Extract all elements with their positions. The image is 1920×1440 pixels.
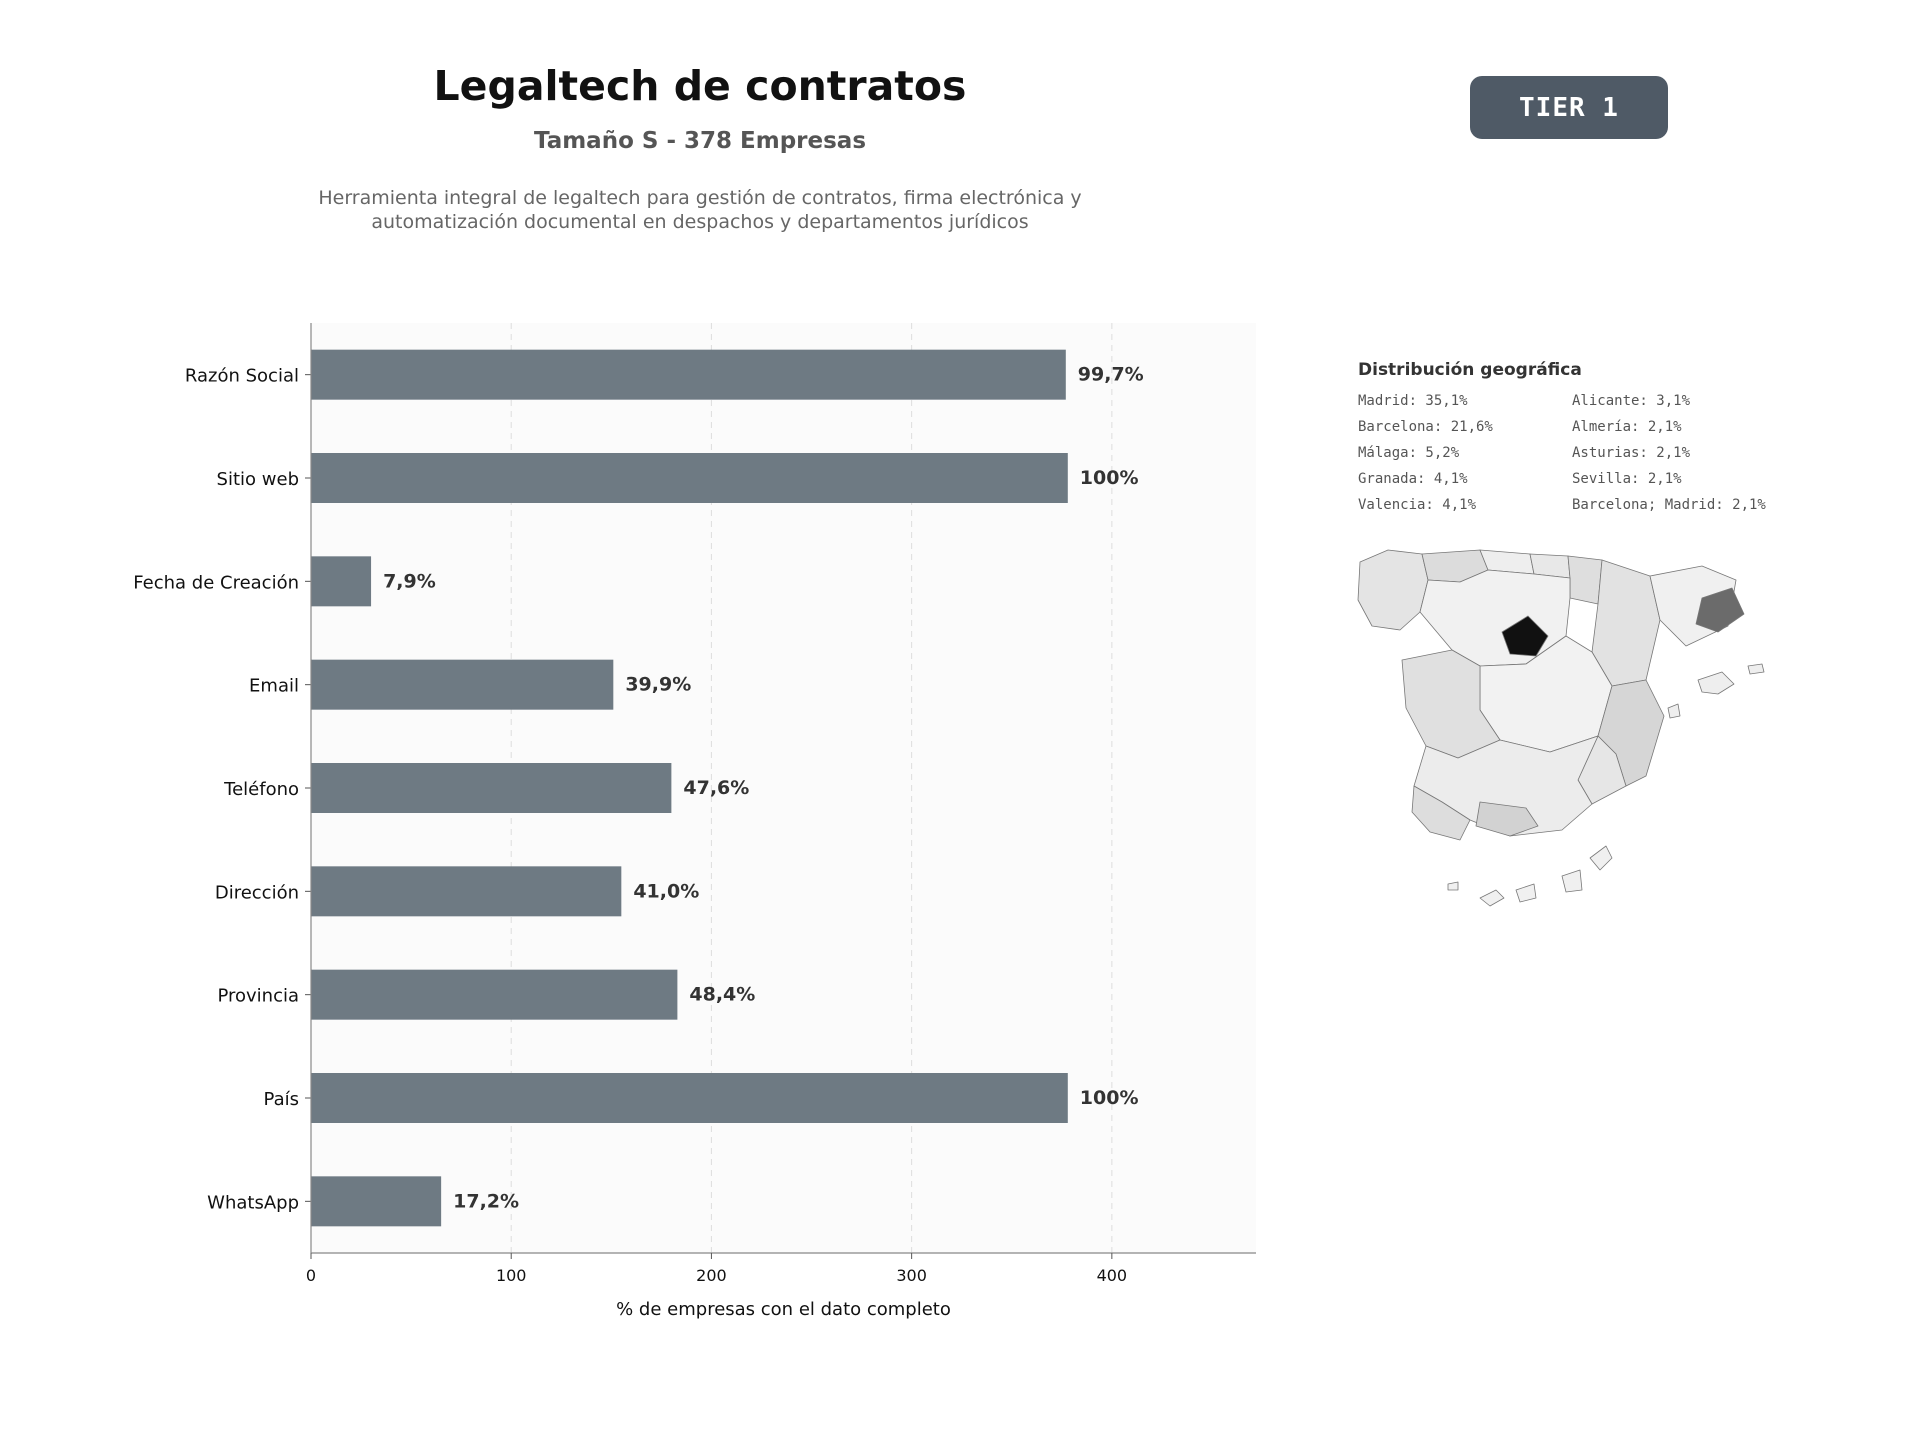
tier-badge: TIER 1 <box>1470 76 1668 139</box>
data-label: 7,9% <box>383 570 436 592</box>
geo-item: Almería: 2,1% <box>1572 419 1682 435</box>
map-region-madrid <box>1501 615 1549 657</box>
bar-chart: 99,7% Razón Social 100% Sitio web 7,9% Fecha … <box>133 323 1256 1320</box>
geo-item: Sevilla: 2,1% <box>1572 471 1682 487</box>
map-region-canarias-1 <box>1479 889 1505 907</box>
category-label: Dirección <box>215 882 299 903</box>
data-label: 17,2% <box>453 1190 519 1212</box>
bar <box>311 453 1068 503</box>
x-tick-label: 200 <box>696 1266 727 1285</box>
bar <box>311 969 678 1020</box>
data-label: 47,6% <box>683 777 749 799</box>
map-region-aragon <box>1591 559 1661 687</box>
category-label: Email <box>249 676 299 697</box>
bar <box>311 1176 442 1227</box>
data-label: 99,7% <box>1078 364 1144 386</box>
geo-distribution: Distribución geográfica Madrid: 35,1% Al… <box>1358 360 1812 515</box>
map-region-canarias-2 <box>1515 883 1537 903</box>
data-label: 48,4% <box>689 984 755 1006</box>
geo-item: Asturias: 2,1% <box>1572 445 1691 461</box>
bar <box>311 763 672 813</box>
spain-map <box>1357 549 1765 907</box>
geo-list: Madrid: 35,1% Alicante: 3,1% Barcelona: … <box>1358 392 1812 515</box>
geo-item: Alicante: 3,1% <box>1572 393 1691 409</box>
geo-item: Málaga: 5,2% <box>1358 445 1460 461</box>
map-region-barcelona <box>1695 587 1745 633</box>
geo-item: Granada: 4,1% <box>1358 471 1468 487</box>
geo-title: Distribución geográfica <box>1358 360 1582 380</box>
category-label: País <box>264 1089 299 1110</box>
map-region-mallorca <box>1697 671 1735 695</box>
map-region-canarias-3 <box>1561 869 1583 893</box>
category-label: Sitio web <box>217 469 299 490</box>
data-label: 39,9% <box>625 674 691 696</box>
bar <box>311 556 372 607</box>
geo-item: Barcelona: 21,6% <box>1358 419 1493 435</box>
map-region-canarias-5 <box>1589 845 1613 871</box>
category-label: Fecha de Creación <box>133 572 299 593</box>
bar <box>311 866 622 917</box>
geo-item: Valencia: 4,1% <box>1358 497 1477 513</box>
map-region-portugal-gap <box>1411 785 1471 841</box>
x-tick-label: 300 <box>896 1266 927 1285</box>
geo-item: Barcelona; Madrid: 2,1% <box>1572 497 1766 513</box>
category-label: Razón Social <box>185 366 299 387</box>
x-tick-label: 100 <box>496 1266 527 1285</box>
geo-item: Madrid: 35,1% <box>1358 393 1468 409</box>
data-label: 100% <box>1080 1087 1139 1109</box>
chart-title: Legaltech de contratos <box>433 62 967 110</box>
map-region-malaga <box>1475 801 1539 837</box>
map-region-navarra <box>1567 555 1603 605</box>
map-region-galicia <box>1357 549 1429 631</box>
bar <box>311 659 614 710</box>
map-region-ibiza <box>1667 703 1681 719</box>
category-label: Provincia <box>217 986 299 1007</box>
data-label: 100% <box>1080 467 1139 489</box>
category-label: Teléfono <box>223 779 299 800</box>
chart-description: Herramienta integral de legaltech para g… <box>318 187 1082 233</box>
map-region-canarias-4 <box>1447 881 1459 891</box>
chart-subtitle: Tamaño S - 378 Empresas <box>533 128 867 154</box>
map-region-menorca <box>1747 663 1765 675</box>
x-axis-label: % de empresas con el dato completo <box>616 1299 951 1320</box>
bar <box>311 1073 1068 1123</box>
category-label: WhatsApp <box>207 1192 299 1213</box>
x-tick-label: 0 <box>306 1266 316 1285</box>
bar <box>311 349 1066 400</box>
x-tick-label: 400 <box>1097 1266 1128 1285</box>
data-label: 41,0% <box>633 880 699 902</box>
